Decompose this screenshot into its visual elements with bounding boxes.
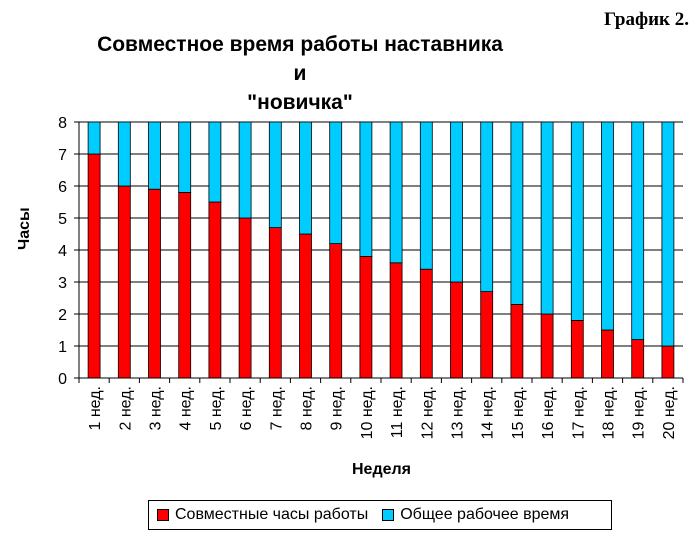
bar-total-hours (450, 121, 463, 283)
y-tick-label: 6 (58, 179, 67, 196)
bar-joint-hours (148, 188, 161, 379)
y-tick-label: 3 (58, 275, 67, 292)
legend-label: Общее рабочее время (400, 506, 570, 523)
y-tick-label: 1 (58, 339, 67, 356)
legend-swatch-red (157, 509, 169, 521)
bar-total-hours (631, 121, 645, 341)
legend-swatch-cyan (382, 509, 395, 521)
bar-total-hours (389, 121, 403, 264)
x-tick-label: 8 нед. (299, 386, 316, 431)
x-tick-label: 17 нед. (570, 386, 587, 439)
y-tick-label: 5 (58, 211, 67, 228)
x-tick-label: 11 нед. (389, 386, 406, 438)
x-tick-label: 2 нед. (117, 386, 134, 431)
bar-joint-hours (87, 153, 101, 379)
x-tick-label: 12 нед. (419, 386, 436, 439)
chart-legend: Совместные часы работы Общее рабочее вре… (148, 500, 612, 530)
bar-total-hours (299, 121, 312, 235)
x-tick-label: 3 нед. (148, 386, 165, 431)
bar-joint-hours (238, 217, 252, 379)
bar-joint-hours (329, 243, 343, 379)
bar-total-hours (510, 121, 524, 305)
x-tick-label: 16 нед. (540, 386, 557, 439)
y-tick-label: 8 (58, 115, 67, 132)
bar-total-hours (540, 121, 554, 315)
bar-total-hours (117, 121, 131, 187)
x-tick-label: 10 нед. (359, 386, 376, 439)
bar-joint-hours (601, 329, 614, 379)
bar-joint-hours (631, 339, 645, 379)
bar-total-hours (178, 121, 192, 193)
x-axis-label: Неделя (351, 461, 411, 478)
x-tick-label: 18 нед. (601, 386, 618, 439)
x-tick-label: 7 нед. (268, 386, 285, 431)
legend-label: Совместные часы работы (175, 506, 369, 523)
bar-total-hours (359, 121, 373, 257)
bar-total-hours (208, 121, 222, 203)
bar-joint-hours (208, 201, 222, 379)
bar-total-hours (329, 121, 343, 244)
bar-total-hours (419, 121, 433, 270)
x-tick-label: 5 нед. (208, 386, 225, 431)
x-tick-label: 4 нед. (178, 386, 195, 431)
bar-total-hours (570, 121, 584, 321)
bar-joint-hours (480, 291, 494, 379)
bar-joint-hours (570, 319, 584, 379)
bar-joint-hours (540, 313, 554, 379)
bar-joint-hours (661, 345, 675, 379)
bar-joint-hours (299, 233, 312, 379)
y-tick-label: 7 (58, 147, 67, 164)
graph-number-label: График 2. (604, 9, 689, 30)
chart-title-line-2: "новичка" (247, 91, 353, 114)
bar-joint-hours (389, 262, 403, 379)
bar-total-hours (87, 121, 101, 155)
bar-joint-hours (450, 281, 463, 379)
bar-joint-hours (117, 185, 131, 379)
bar-total-hours (238, 121, 252, 219)
y-tick-label: 4 (58, 243, 67, 260)
bar-total-hours (268, 121, 282, 228)
y-tick-label: 0 (58, 371, 67, 388)
x-tick-label: 15 нед. (510, 386, 527, 439)
bar-total-hours (148, 121, 161, 190)
legend-item-total-hours: Общее рабочее время (382, 506, 569, 524)
bar-joint-hours (359, 255, 373, 379)
bar-joint-hours (268, 227, 282, 379)
chart-title-line-1: Совместное время работы наставника и (97, 33, 503, 85)
x-tick-label: 13 нед. (450, 386, 467, 439)
x-tick-label: 1 нед. (87, 386, 104, 431)
x-tick-label: 20 нед. (661, 386, 678, 439)
chart-title: Совместное время работы наставника и "но… (90, 30, 510, 117)
bar-joint-hours (419, 268, 433, 379)
legend-item-joint-hours: Совместные часы работы (157, 506, 368, 524)
bar-total-hours (480, 121, 494, 293)
x-tick-label: 6 нед. (238, 386, 255, 431)
bar-joint-hours (178, 191, 192, 379)
bar-joint-hours (510, 303, 524, 379)
x-tick-label: 9 нед. (329, 386, 346, 431)
bar-total-hours (661, 121, 675, 347)
x-tick-label: 14 нед. (480, 386, 497, 439)
y-tick-label: 2 (58, 307, 67, 324)
y-axis-label: Часы (16, 207, 33, 250)
x-tick-label: 19 нед. (631, 386, 648, 439)
bar-total-hours (601, 121, 614, 331)
